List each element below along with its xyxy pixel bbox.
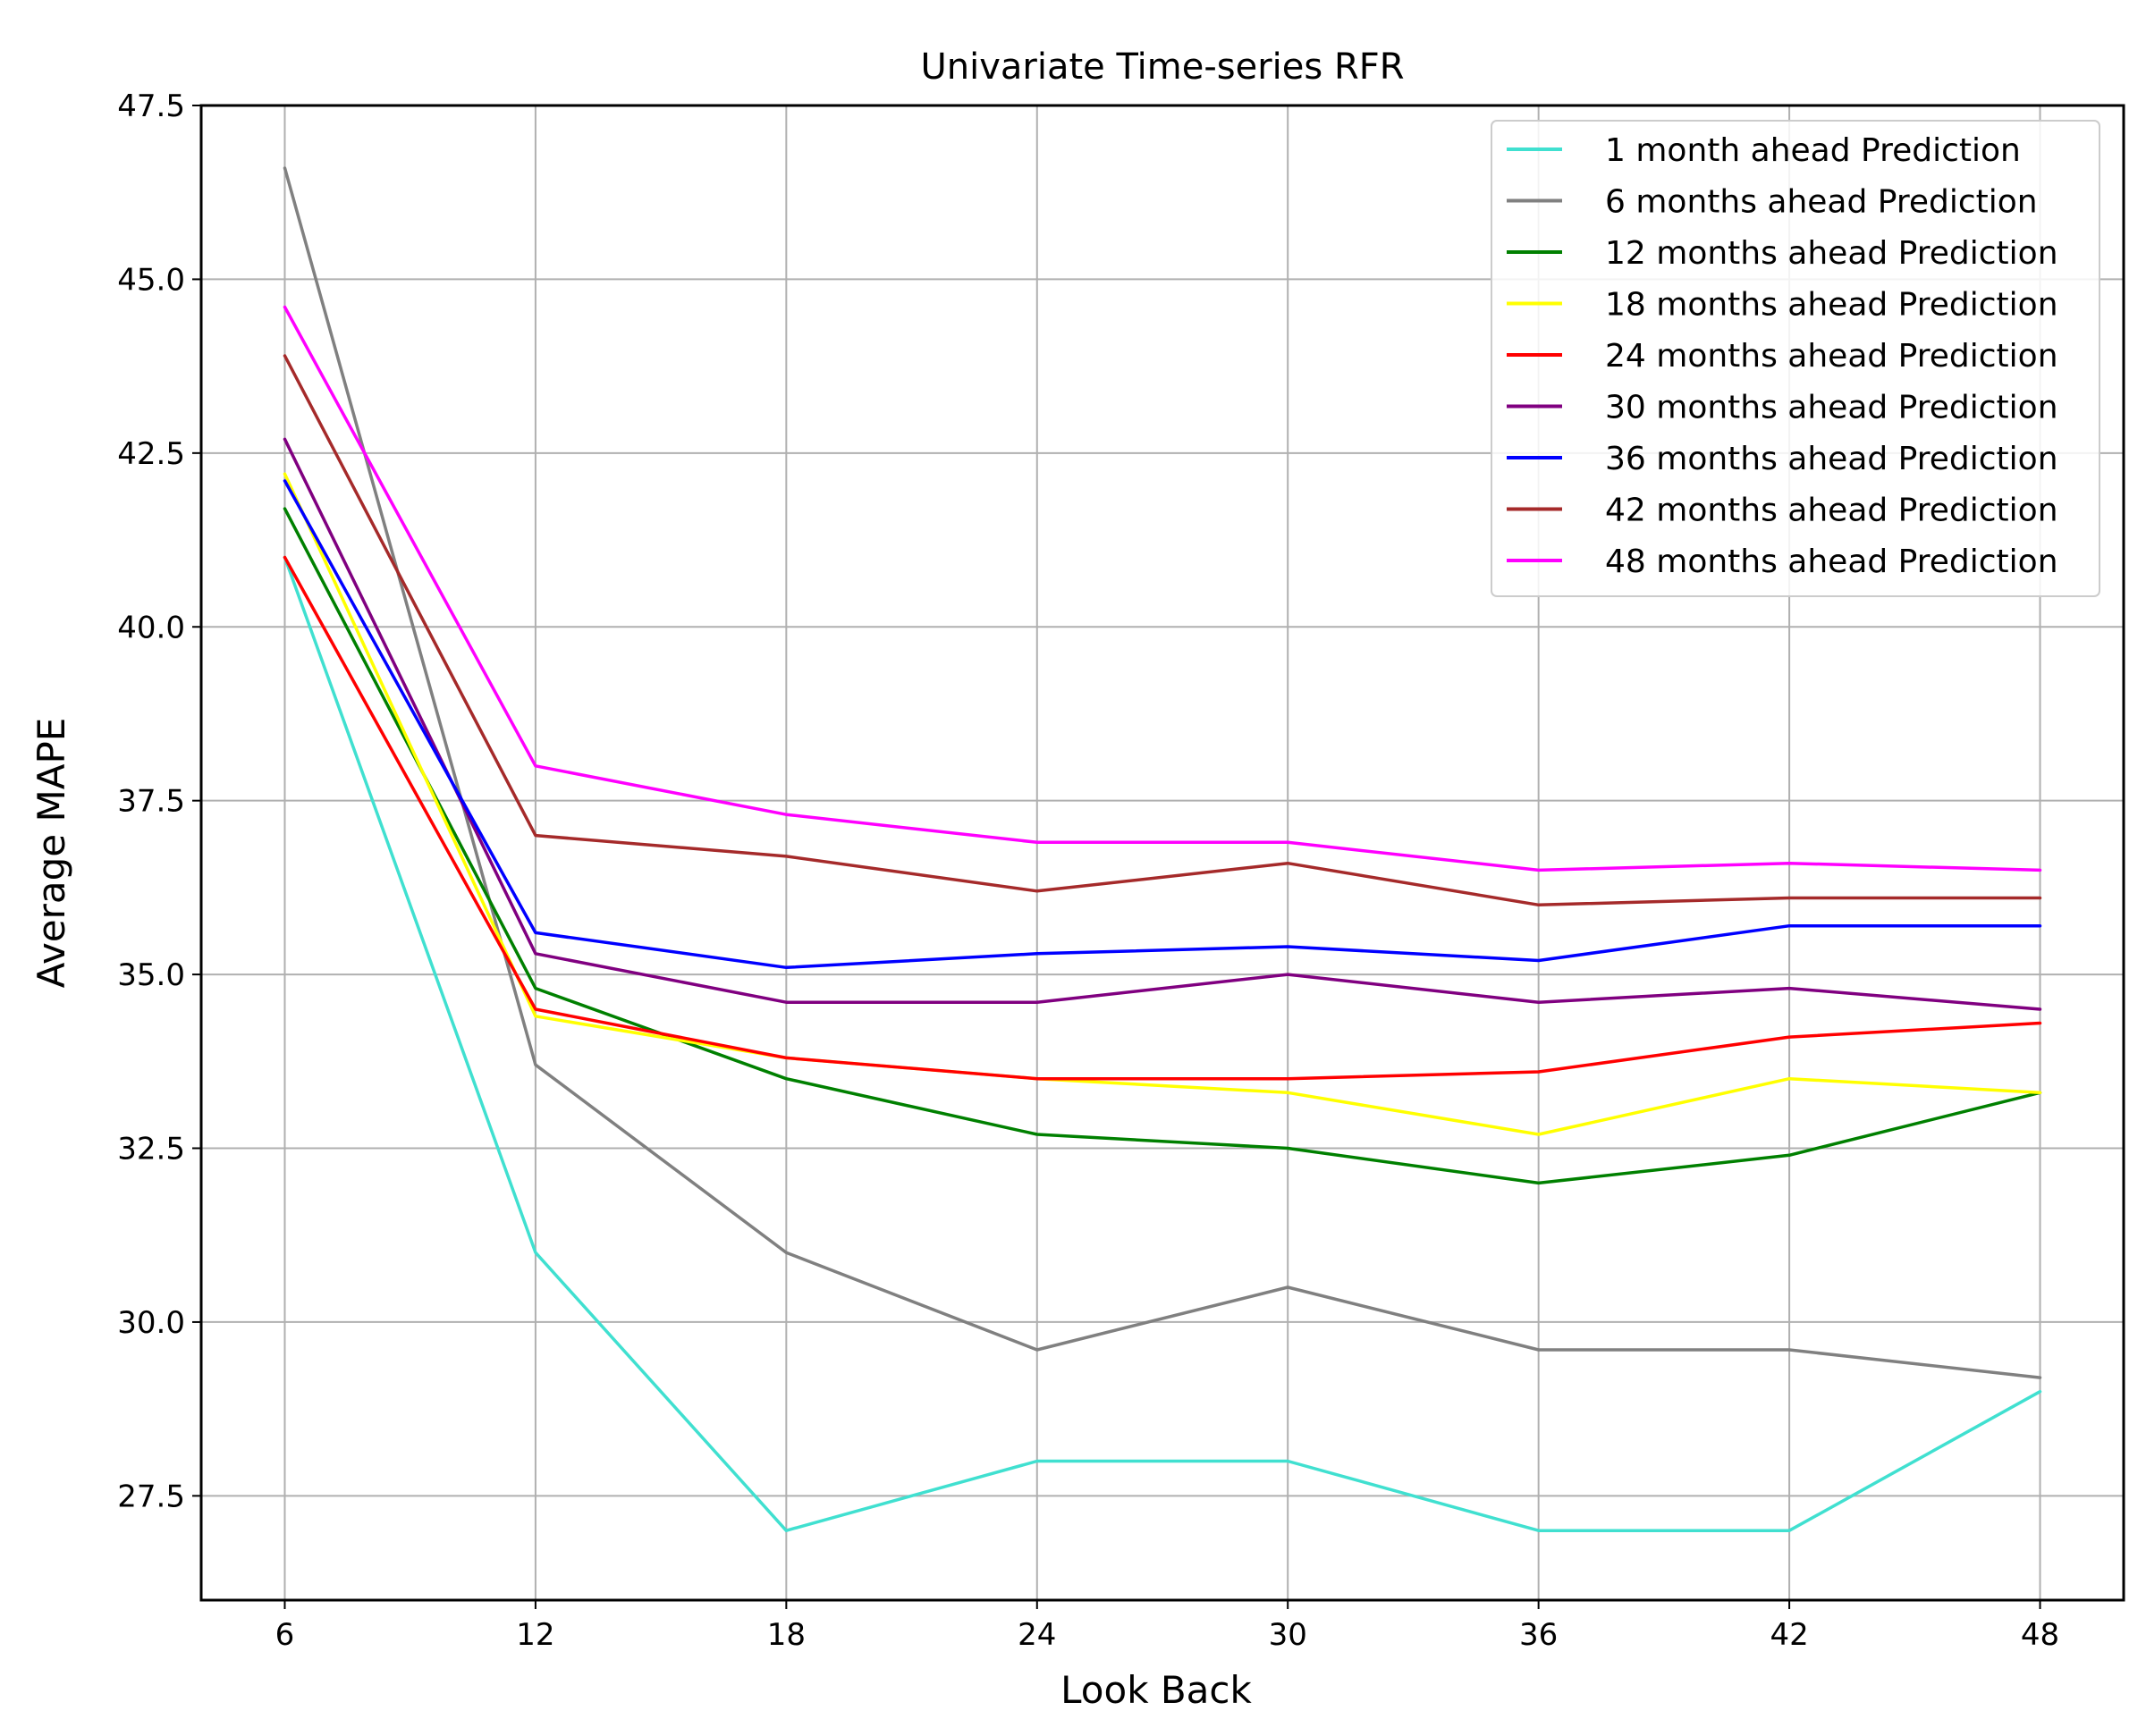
x-tick-label: 36 [1519, 1617, 1558, 1653]
y-tick-label: 30.0 [117, 1305, 185, 1341]
y-tick-label: 45.0 [117, 262, 185, 298]
legend-entry-label: 12 months ahead Prediction [1605, 235, 2058, 272]
legend: 1 month ahead Prediction 6 months ahead P… [1491, 120, 2100, 597]
y-axis-ticks: 27.5 30.0 32.5 35.0 37.5 40.0 42.5 45.0 47.5 [117, 88, 201, 1514]
series-line-9 [283, 305, 2042, 872]
y-axis-label: Average MAPE [30, 718, 73, 989]
x-tick-label: 6 [275, 1617, 295, 1653]
y-tick-label: 47.5 [117, 88, 185, 124]
legend-box [1491, 120, 2100, 597]
series-line-7 [283, 479, 2042, 970]
y-tick-label: 35.0 [117, 957, 185, 993]
x-tick-label: 48 [2021, 1617, 2059, 1653]
x-axis-ticks: 6 12 18 24 30 36 42 48 [275, 1600, 2059, 1653]
series-line-5 [283, 555, 2042, 1081]
x-tick-label: 12 [516, 1617, 554, 1653]
series-line-1 [283, 555, 2042, 1532]
y-tick-label: 37.5 [117, 784, 185, 820]
legend-entry-label: 30 months ahead Prediction [1605, 390, 2058, 426]
series-line-8 [283, 354, 2042, 907]
y-tick-label: 42.5 [117, 436, 185, 472]
series-line-4 [283, 472, 2042, 1136]
series-line-2 [283, 166, 2042, 1379]
legend-entry-label: 18 months ahead Prediction [1605, 287, 2058, 324]
plot-frame [199, 104, 2125, 1602]
chart-title: Univariate Time-series RFR [920, 46, 1404, 88]
legend-entry-label: 42 months ahead Prediction [1605, 493, 2058, 529]
legend-entry-label: 48 months ahead Prediction [1605, 544, 2058, 580]
series-lines [283, 166, 2042, 1532]
x-tick-label: 18 [767, 1617, 806, 1653]
legend-entry-label: 1 month ahead Prediction [1605, 132, 2021, 169]
y-tick-label: 40.0 [117, 610, 185, 645]
x-axis-label: Look Back [1060, 1668, 1252, 1712]
series-line-3 [283, 507, 2042, 1185]
legend-entry-label: 36 months ahead Prediction [1605, 441, 2058, 477]
y-tick-label: 32.5 [117, 1132, 185, 1167]
legend-entry-label: 24 months ahead Prediction [1605, 338, 2058, 375]
legend-entry-label: 6 months ahead Prediction [1605, 184, 2038, 221]
x-tick-label: 42 [1770, 1617, 1808, 1653]
series-line-6 [283, 437, 2042, 1011]
x-tick-label: 30 [1269, 1617, 1307, 1653]
x-tick-label: 24 [1018, 1617, 1056, 1653]
y-tick-label: 27.5 [117, 1479, 185, 1514]
